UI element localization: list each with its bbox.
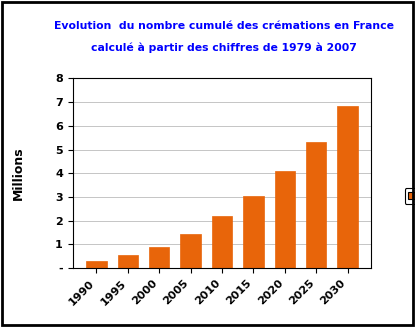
Bar [117,255,138,268]
Bar [149,247,169,268]
Bar [275,171,295,268]
Bar [337,107,358,268]
Bar [306,143,327,268]
Bar [212,216,232,268]
Text: calculé à partir des chiffres de 1979 à 2007: calculé à partir des chiffres de 1979 à … [91,42,357,53]
Text: Millions: Millions [12,146,25,200]
Bar [243,196,264,268]
Legend: crémations: crémations [405,188,415,204]
Text: Evolution  du nombre cumulé des crémations en France: Evolution du nombre cumulé des crémation… [54,21,394,31]
Bar [86,261,107,268]
Bar [181,234,201,268]
